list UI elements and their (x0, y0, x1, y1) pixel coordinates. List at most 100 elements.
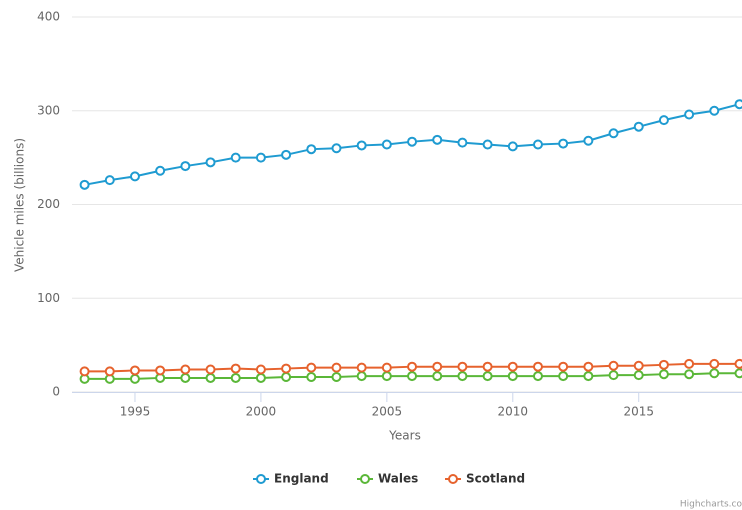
x-tick-label: 1995 (120, 405, 151, 419)
point-marker (684, 109, 695, 120)
legend-symbol-marker (448, 474, 458, 484)
point-marker (180, 364, 191, 375)
point-marker (281, 149, 292, 160)
point-marker (155, 365, 166, 376)
point-marker (205, 364, 216, 375)
y-tick-label: 200 (37, 197, 60, 211)
y-tick-label: 100 (37, 291, 60, 305)
y-tick-label: 300 (37, 103, 60, 117)
point-marker (558, 371, 569, 382)
point-marker (381, 371, 392, 382)
point-marker (205, 372, 216, 383)
point-marker (129, 373, 140, 384)
point-marker (532, 371, 543, 382)
point-marker (230, 152, 241, 163)
point-marker (608, 360, 619, 371)
point-marker (432, 371, 443, 382)
point-marker (583, 371, 594, 382)
point-marker (331, 362, 342, 373)
point-marker (79, 366, 90, 377)
legend-symbol-marker (360, 474, 370, 484)
legend-item: Wales (357, 472, 418, 486)
x-tick-label: 2010 (498, 405, 529, 419)
point-marker (482, 139, 493, 150)
point-marker (709, 368, 720, 379)
point-marker (407, 361, 418, 372)
point-marker (532, 361, 543, 372)
x-tick-label: 2005 (372, 405, 403, 419)
legend: England Wales Scotland (253, 472, 525, 486)
point-marker (432, 361, 443, 372)
point-marker (356, 371, 367, 382)
point-marker (583, 135, 594, 146)
point-marker (104, 175, 115, 186)
legend-label: Wales (378, 472, 418, 486)
point-marker (734, 368, 742, 379)
point-marker (180, 372, 191, 383)
point-marker (407, 136, 418, 147)
point-marker (205, 157, 216, 168)
point-marker (79, 179, 90, 190)
point-marker (709, 358, 720, 369)
point-marker (684, 358, 695, 369)
point-marker (457, 361, 468, 372)
point-marker (734, 358, 742, 369)
point-marker (633, 121, 644, 132)
legend-label: England (274, 472, 329, 486)
point-marker (129, 365, 140, 376)
point-marker (180, 161, 191, 172)
point-marker (709, 105, 720, 116)
y-tick-label: 0 (52, 385, 60, 399)
point-marker (306, 362, 317, 373)
y-axis-title: Vehicle miles (billions) (13, 138, 27, 272)
point-marker (608, 128, 619, 139)
x-tick-label: 2015 (623, 405, 654, 419)
point-marker (331, 372, 342, 382)
point-marker (457, 371, 468, 382)
point-marker (633, 360, 644, 371)
point-marker (281, 363, 292, 374)
point-marker (255, 372, 266, 383)
legend-label: Scotland (466, 472, 525, 486)
point-marker (255, 152, 266, 163)
point-marker (407, 371, 418, 382)
legend-symbol-marker (256, 474, 266, 484)
point-marker (129, 171, 140, 182)
point-marker (381, 362, 392, 373)
point-marker (684, 369, 695, 380)
y-tick-label: 400 (37, 10, 60, 24)
legend-item: England (253, 472, 329, 486)
x-tick-label: 2000 (246, 405, 277, 419)
point-marker (281, 372, 292, 382)
point-marker (457, 137, 468, 148)
point-marker (331, 143, 342, 154)
point-marker (381, 139, 392, 150)
point-marker (532, 139, 543, 150)
point-marker (306, 372, 317, 382)
point-marker (356, 140, 367, 151)
point-marker (734, 99, 742, 110)
legend-item: Scotland (445, 472, 525, 486)
point-marker (432, 134, 443, 145)
point-marker (230, 363, 241, 374)
point-marker (558, 138, 569, 149)
point-marker (658, 369, 669, 380)
point-marker (658, 115, 669, 126)
point-marker (583, 361, 594, 372)
x-axis-title: Years (388, 429, 421, 443)
point-marker (482, 361, 493, 372)
point-marker (306, 144, 317, 155)
point-marker (255, 364, 266, 375)
point-marker (608, 370, 619, 381)
point-marker (507, 371, 518, 382)
point-marker (104, 366, 115, 377)
point-marker (356, 362, 367, 373)
point-marker (507, 361, 518, 372)
point-marker (230, 372, 241, 383)
point-marker (507, 141, 518, 152)
credit: Highcharts.co (680, 500, 742, 510)
point-marker (155, 165, 166, 176)
point-marker (482, 371, 493, 382)
point-marker (658, 359, 669, 370)
